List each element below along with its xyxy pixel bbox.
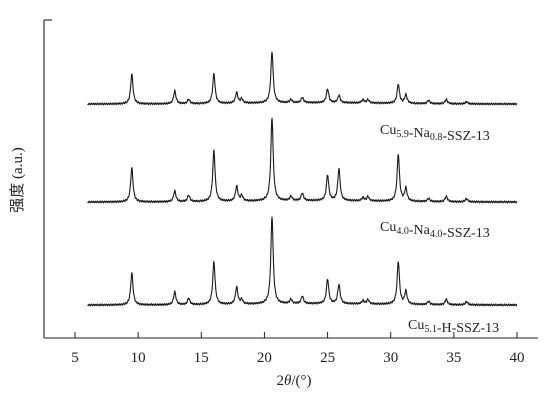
series-label: Cu4.0-Na4.0-SSZ-13 (380, 220, 490, 241)
x-tick-label: 25 (320, 350, 335, 366)
xrd-pattern-line (87, 51, 518, 106)
xrd-pattern-line (87, 117, 518, 204)
x-axis-title: 2θ/(°) (276, 373, 311, 389)
x-tick-label: 40 (510, 350, 525, 366)
x-tick-group: 5 10 15 20 25 30 35 40 (71, 332, 525, 366)
x-tick-label: 15 (194, 350, 209, 366)
series-group (87, 51, 518, 307)
x-tick-label: 10 (131, 350, 146, 366)
x-tick-label: 35 (446, 350, 461, 366)
series-label-group: Cu5.9-Na0.8-SSZ-13 Cu4.0-Na4.0-SSZ-13 Cu5.… (380, 123, 499, 336)
series-label: Cu5.9-Na0.8-SSZ-13 (380, 123, 490, 144)
x-tick-label: 5 (71, 350, 79, 366)
y-axis-title: 强度 (a.u.) (9, 147, 26, 212)
x-tick-label: 20 (257, 350, 272, 366)
xrd-pattern-line (87, 216, 518, 307)
x-tick-label: 30 (383, 350, 398, 366)
series-label: Cu5.1-H-SSZ-13 (408, 318, 499, 336)
